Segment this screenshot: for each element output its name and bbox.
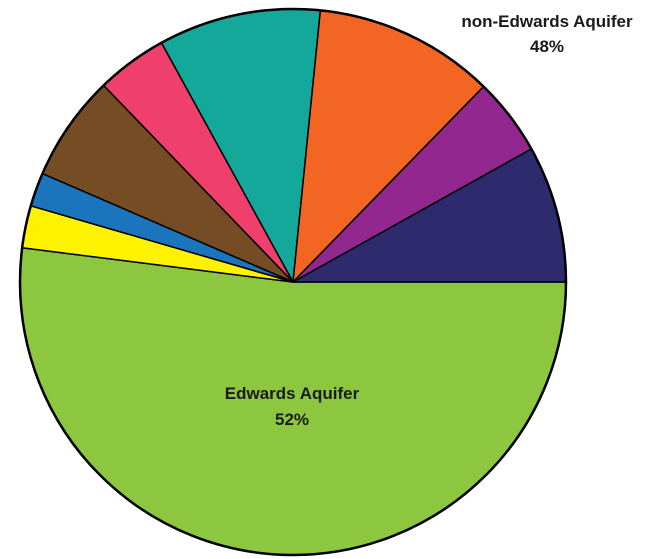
edwards-aquifer-percent: 52% bbox=[275, 410, 309, 429]
non-edwards-aquifer-percent: 48% bbox=[530, 37, 564, 56]
edwards-aquifer-label: Edwards Aquifer bbox=[225, 384, 360, 403]
pie-outline bbox=[18, 7, 568, 557]
pie-slices bbox=[19, 8, 567, 556]
non-edwards-aquifer-label: non-Edwards Aquifer bbox=[461, 12, 633, 31]
